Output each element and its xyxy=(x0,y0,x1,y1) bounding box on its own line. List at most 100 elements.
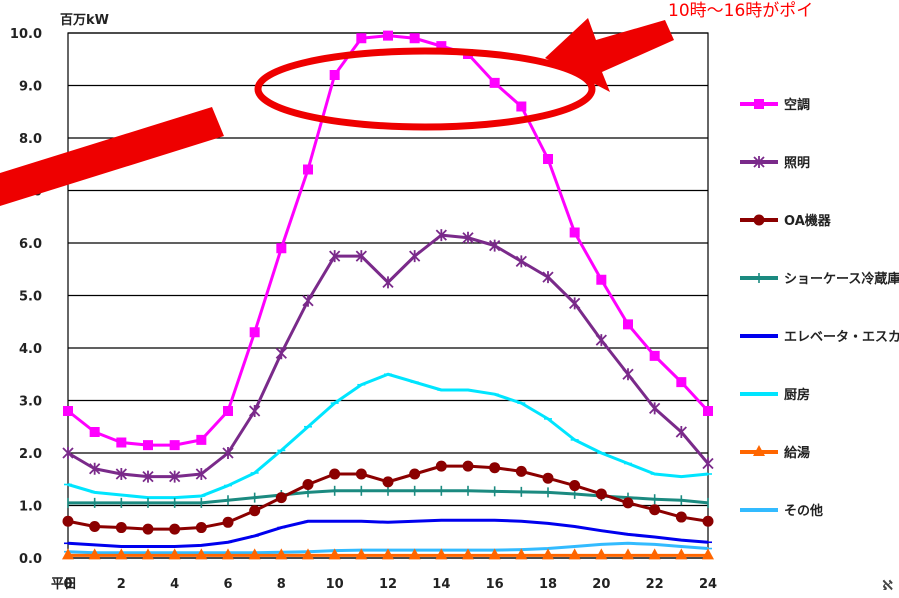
data-point xyxy=(89,427,100,437)
data-point xyxy=(595,488,607,500)
data-point xyxy=(649,402,661,415)
legend-label: OA機器 xyxy=(784,213,832,229)
data-point xyxy=(542,548,554,560)
data-point xyxy=(383,30,393,41)
x-axis-prefix: 平日 xyxy=(51,577,77,592)
data-point xyxy=(753,156,765,168)
data-point xyxy=(62,447,74,459)
data-point xyxy=(543,154,553,164)
data-point xyxy=(356,33,367,44)
data-point xyxy=(195,468,207,480)
data-point xyxy=(649,350,660,361)
data-point xyxy=(676,377,687,388)
data-point xyxy=(595,548,608,560)
data-point xyxy=(436,41,447,52)
data-point xyxy=(675,426,687,438)
data-point xyxy=(62,548,74,560)
data-point xyxy=(62,515,74,527)
data-point xyxy=(115,468,127,480)
data-point xyxy=(142,523,154,535)
red-bar-left xyxy=(0,107,224,206)
series-1 xyxy=(63,30,713,451)
legend-item: 厨房 xyxy=(740,387,810,403)
y-tick-label: 8.0 xyxy=(19,132,42,147)
legend-label: 給湯 xyxy=(784,445,810,461)
data-point xyxy=(569,297,581,310)
data-point xyxy=(596,274,607,285)
data-point xyxy=(753,445,765,456)
y-tick-label: 5.0 xyxy=(19,290,42,305)
data-point xyxy=(382,276,394,289)
data-point xyxy=(649,504,661,516)
highlight-ellipse xyxy=(254,47,596,131)
data-point xyxy=(515,255,527,268)
data-point xyxy=(648,548,661,560)
y-tick-label: 1.0 xyxy=(19,500,42,515)
y-tick-label: 2.0 xyxy=(19,447,42,462)
data-point xyxy=(702,548,714,560)
data-point xyxy=(276,243,287,254)
data-point xyxy=(569,480,581,492)
data-point xyxy=(302,479,314,490)
data-point xyxy=(329,468,341,480)
data-point xyxy=(275,347,287,360)
x-tick-label: 24 xyxy=(699,577,717,592)
data-point xyxy=(249,327,260,338)
data-point xyxy=(702,457,714,470)
y-axis-label: 百万kW xyxy=(60,13,109,28)
data-point xyxy=(63,406,73,416)
y-tick-label: 3.0 xyxy=(19,395,42,410)
legend-label: ショーケース冷蔵庫 xyxy=(784,271,899,287)
data-point xyxy=(435,229,447,242)
data-point xyxy=(195,548,208,560)
data-point xyxy=(488,548,501,560)
x-tick-label: 12 xyxy=(379,577,397,592)
y-tick-label: 9.0 xyxy=(19,80,42,95)
data-point xyxy=(382,476,394,488)
data-point xyxy=(622,368,634,381)
y-tick-label: 0.0 xyxy=(19,552,42,567)
x-tick-label: 10 xyxy=(326,577,344,592)
series-6 xyxy=(64,372,712,500)
x-tick-label: 4 xyxy=(170,577,179,592)
data-point xyxy=(489,462,501,474)
data-point xyxy=(569,227,580,238)
series-5 xyxy=(64,518,712,548)
data-point xyxy=(328,548,341,560)
data-point xyxy=(222,516,234,528)
series-2 xyxy=(62,229,714,483)
data-point xyxy=(249,505,261,517)
data-point xyxy=(754,99,764,109)
data-point xyxy=(142,470,154,483)
series-7 xyxy=(62,548,714,560)
data-point xyxy=(168,548,181,560)
legend-label: エレベータ・エスカレータ xyxy=(784,330,899,345)
data-point xyxy=(355,548,368,560)
x-tick-label: 8 xyxy=(277,577,286,592)
data-point xyxy=(753,214,765,226)
x-tick-label: 0 xyxy=(63,577,72,592)
data-point xyxy=(409,33,420,44)
legend-label: その他 xyxy=(784,503,823,519)
data-point xyxy=(169,470,181,483)
y-tick-label: 4.0 xyxy=(19,342,42,357)
legend-item: エレベータ・エスカレータ xyxy=(740,330,899,345)
data-point xyxy=(248,548,261,560)
series-group xyxy=(62,30,714,560)
data-point xyxy=(515,465,527,477)
red-arrow-right xyxy=(545,18,674,92)
x-tick-label: 14 xyxy=(432,577,450,592)
data-point xyxy=(516,101,527,112)
data-point xyxy=(89,521,101,532)
annotations xyxy=(0,18,674,206)
legend-label: 空調 xyxy=(784,97,810,113)
data-point xyxy=(329,250,341,263)
data-point xyxy=(515,548,528,560)
data-point xyxy=(329,70,340,80)
data-point xyxy=(623,319,633,330)
y-tick-label: 10.0 xyxy=(10,27,42,42)
data-point xyxy=(222,447,234,459)
x-tick-label: 2 xyxy=(117,577,126,592)
data-point xyxy=(435,460,447,472)
